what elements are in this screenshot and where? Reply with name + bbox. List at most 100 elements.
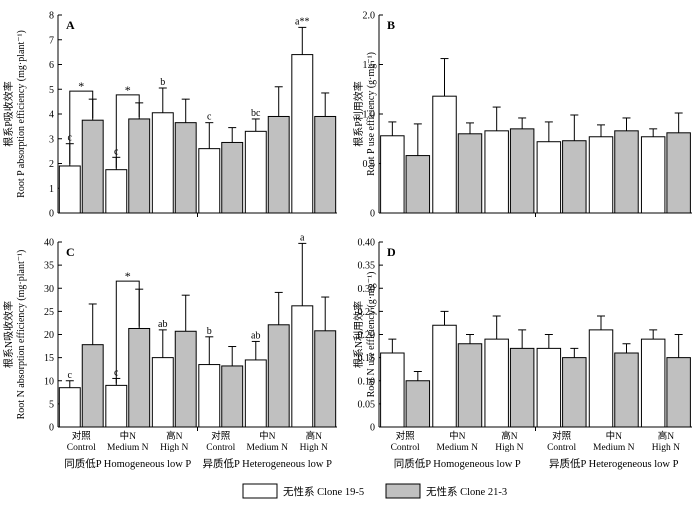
significance-letter: c [68, 370, 73, 381]
bar [509, 347, 535, 428]
y-tick-label: 20 [44, 330, 54, 341]
bar [536, 141, 562, 214]
bar [105, 169, 128, 214]
bar [198, 148, 221, 214]
bar [562, 140, 587, 214]
category-label-cn: 对照 [396, 430, 416, 442]
significance-star: * [125, 269, 131, 283]
bar [640, 136, 666, 214]
group-label: 异质低P Heterogeneous low P [549, 457, 679, 470]
panel-letter: D [387, 245, 396, 259]
bar [221, 365, 244, 428]
y-tick-label: 0.5 [363, 159, 376, 170]
y-tick-label: 0.05 [358, 399, 376, 410]
y-tick-label: 5 [49, 85, 54, 96]
bar [562, 357, 587, 428]
significance-letter: bc [251, 108, 261, 119]
panel-letter: B [387, 18, 395, 32]
category-label-cn: 对照 [72, 430, 92, 442]
y-tick-label: 8 [49, 11, 54, 22]
bar [314, 330, 337, 428]
significance-letter: b [160, 77, 165, 88]
panel-letter: C [66, 245, 75, 259]
group-label: 异质低P Heterogeneous low P [203, 457, 333, 470]
significance-letter: c [207, 112, 212, 123]
bar [244, 359, 267, 428]
category-label-cn: 高N [306, 430, 323, 442]
bar [151, 357, 174, 428]
y-tick-label: 0 [49, 423, 54, 434]
y-axis-label-en: Root N use efficiency (g·mg⁻¹) [366, 272, 377, 398]
bar [457, 343, 483, 428]
bar [174, 330, 197, 428]
category-label-en: Control [67, 443, 96, 453]
y-axis-label-en: Root P absorption efficiency (mg·plant⁻¹… [16, 30, 27, 198]
bar [640, 338, 666, 428]
y-tick-label: 0.35 [358, 261, 376, 272]
y-tick-label: 0.25 [358, 307, 376, 318]
y-axis-label-cn: 根系N利用效率 [352, 301, 365, 368]
y-tick-label: 7 [49, 35, 54, 46]
bar [432, 324, 457, 428]
bar [81, 344, 104, 428]
significance-letter: a [300, 232, 305, 243]
y-tick-label: 0.20 [358, 330, 376, 341]
y-tick-label: 10 [44, 376, 54, 387]
bar [588, 136, 614, 214]
category-label-en: Control [547, 443, 576, 453]
bar [666, 357, 691, 428]
legend-swatch-clone-19-5 [242, 483, 278, 499]
significance-star: * [125, 83, 131, 97]
bar [81, 119, 104, 214]
bar [380, 135, 405, 214]
y-tick-label: 2.0 [363, 11, 376, 22]
significance-bracket [115, 280, 140, 384]
category-label-en: Medium N [247, 443, 289, 453]
y-axis-label-en: Root P use efficiency (g·mg⁻¹) [366, 52, 377, 176]
chart-panel-b: 0 0.5 1.0 1.5 2.0 B 根系P利用效率 Root P use efficien… [352, 11, 692, 220]
category-label-cn: 中N [259, 430, 276, 442]
y-tick-label: 30 [44, 284, 54, 295]
bar [58, 387, 81, 428]
bar [105, 384, 128, 428]
bar [198, 364, 221, 428]
category-label-en: Medium N [593, 443, 635, 453]
category-label-en: Medium N [437, 443, 479, 453]
y-tick-label: 40 [44, 238, 54, 249]
y-tick-label: 15 [44, 353, 54, 364]
bar [588, 329, 614, 428]
significance-letter: ab [158, 319, 167, 330]
significance-letter: ab [251, 330, 260, 341]
y-tick-label: 0.30 [358, 284, 376, 295]
y-tick-label: 0 [370, 423, 375, 434]
category-label-en: High N [160, 443, 188, 453]
chart-panel-a: 0 1 2 3 4 5 6 7 8 A 根系P吸收效率 Root P absorption effic… [2, 11, 337, 220]
panel-letter: A [66, 18, 75, 32]
y-axis-label-cn: 根系P吸收效率 [2, 81, 15, 147]
bar [267, 324, 290, 428]
y-axis-label-cn: 根系P利用效率 [352, 81, 365, 147]
bar [221, 141, 244, 214]
bar [380, 352, 405, 428]
bar [291, 305, 314, 428]
bar [457, 133, 483, 214]
y-tick-label: 2 [49, 159, 54, 170]
y-tick-label: 0.15 [358, 353, 376, 364]
chart-panel-c: 0 5 10 15 20 25 30 35 40 C 根系N吸收效率 Root N absorptio… [2, 232, 337, 470]
significance-star: * [78, 79, 84, 93]
significance-bracket [115, 94, 140, 168]
legend-label-clone-21-3: 无性系 Clone 21-3 [426, 485, 507, 498]
legend-swatch-clone-21-3 [385, 483, 421, 499]
category-label-cn: 中N [449, 430, 466, 442]
bar [291, 54, 314, 214]
bar [405, 380, 431, 428]
bar [128, 118, 151, 214]
y-axis-label-en: Root N absorption efficiency (mg·plant⁻¹… [16, 250, 27, 420]
bar [484, 130, 509, 214]
y-tick-label: 1.0 [363, 110, 376, 121]
y-axis-label-cn: 根系N吸收效率 [2, 301, 15, 368]
bar [267, 115, 290, 214]
y-tick-label: 5 [49, 399, 54, 410]
bar [314, 115, 337, 214]
